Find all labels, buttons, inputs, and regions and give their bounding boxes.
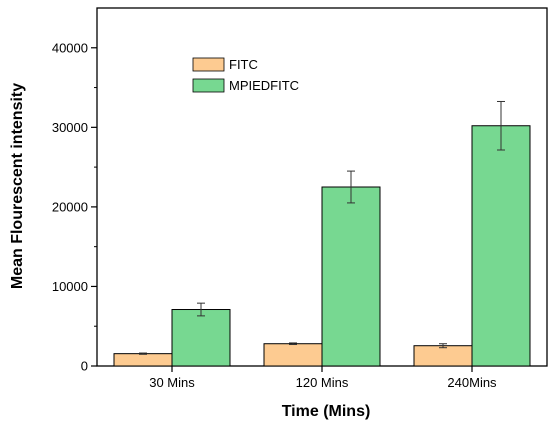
bar-fitc-1 <box>263 343 323 367</box>
x-axis-ticks: 30 Mins 120 Mins 240Mins <box>149 366 497 390</box>
y-axis-ticks: 0 10000 20000 30000 40000 <box>52 40 97 374</box>
y-tick-label: 10000 <box>52 279 88 294</box>
y-tick-label: 40000 <box>52 40 88 55</box>
y-tick-label: 20000 <box>52 199 88 214</box>
y-tick-label: 0 <box>81 359 88 374</box>
bar-fitc-2 <box>413 345 473 367</box>
bar-mpiedfitc-0 <box>171 309 231 367</box>
error-bar-group <box>139 100 505 355</box>
bar-fitc-0 <box>113 353 173 367</box>
legend-swatch-fitc <box>192 57 225 72</box>
bar-group <box>113 125 531 367</box>
legend: FITC MPIEDFITC <box>192 57 299 93</box>
legend-label-mpiedfitc: MPIEDFITC <box>229 78 299 93</box>
bar-mpiedfitc-2 <box>471 125 531 367</box>
y-axis-title: Mean Flourescent intensity <box>9 83 26 289</box>
x-tick-label: 240Mins <box>447 375 497 390</box>
x-tick-label: 120 Mins <box>296 375 349 390</box>
legend-label-fitc: FITC <box>229 57 258 72</box>
x-axis-title: Time (Mins) <box>282 403 371 420</box>
legend-swatch-mpiedfitc <box>192 78 225 93</box>
x-tick-label: 30 Mins <box>149 375 195 390</box>
bar-mpiedfitc-1 <box>321 186 381 367</box>
y-tick-label: 30000 <box>52 120 88 135</box>
